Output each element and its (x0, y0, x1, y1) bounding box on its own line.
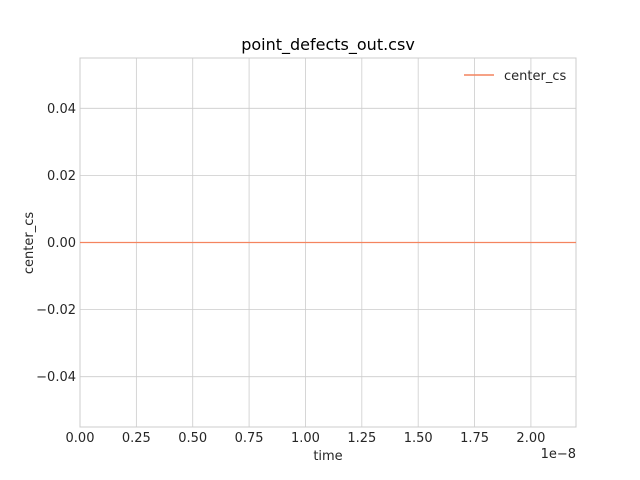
chart-title: point_defects_out.csv (241, 35, 415, 55)
y-tick-label: −0.02 (36, 303, 76, 318)
legend: center_cs (464, 69, 566, 84)
y-axis-label: center_cs (22, 212, 37, 274)
y-axis-ticks: −0.04 −0.02 0.00 0.02 0.04 (36, 102, 76, 385)
x-tick-label: 1.75 (460, 431, 489, 446)
x-axis-ticks: 0.00 0.25 0.50 0.75 1.00 1.25 1.50 1.75 2.00 (66, 431, 546, 446)
x-tick-label: 0.25 (122, 431, 151, 446)
x-tick-label: 0.75 (235, 431, 264, 446)
y-tick-label: 0.02 (47, 169, 76, 184)
x-axis-label: time (313, 449, 342, 464)
x-tick-label: 0.00 (66, 431, 95, 446)
x-axis-offset-text: 1e−8 (541, 447, 576, 462)
x-tick-label: 0.50 (178, 431, 207, 446)
y-tick-label: −0.04 (36, 370, 76, 385)
y-tick-label: 0.04 (47, 102, 76, 117)
legend-label-center-cs: center_cs (504, 69, 566, 84)
x-tick-label: 1.00 (291, 431, 320, 446)
x-tick-label: 2.00 (516, 431, 545, 446)
x-tick-label: 1.50 (404, 431, 433, 446)
y-tick-label: 0.00 (47, 236, 76, 251)
x-tick-label: 1.25 (347, 431, 376, 446)
